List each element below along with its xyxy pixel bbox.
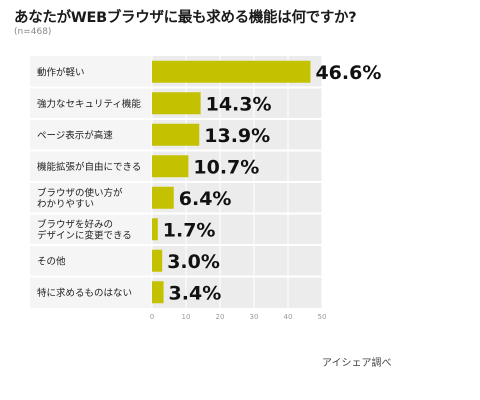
value-label: 14.3% (206, 93, 272, 115)
chart-subtitle: (n=468) (14, 27, 52, 37)
category-label: 強力なセキュリティ機能 (37, 98, 141, 110)
value-label: 46.6% (315, 62, 381, 84)
x-tick-label: 50 (318, 313, 327, 321)
bar (152, 92, 201, 115)
source-note: アイシェア調べ (322, 358, 392, 369)
x-tick-label: 10 (182, 313, 191, 321)
bar (152, 155, 189, 178)
category-label: 機能拡張が自由にできる (37, 161, 141, 173)
category-label: わかりやすい (37, 199, 94, 210)
category-label: 特に求めるものはない (37, 287, 132, 299)
bar (152, 186, 174, 209)
chart-title: あなたがWEBブラウザに最も求める機能は何ですか? (14, 10, 357, 26)
value-label: 3.4% (169, 282, 222, 304)
bar (152, 123, 200, 146)
x-tick-label: 0 (150, 313, 154, 321)
x-tick-label: 20 (216, 313, 225, 321)
value-label: 13.9% (204, 125, 270, 147)
category-label: その他 (37, 255, 66, 267)
category-label: デザインに変更できる (37, 229, 132, 241)
bar (152, 249, 163, 272)
x-tick-label: 40 (284, 313, 293, 321)
x-tick-label: 30 (250, 313, 259, 321)
bar (152, 218, 158, 241)
value-label: 1.7% (163, 219, 216, 241)
category-label: 動作が軽い (37, 66, 85, 78)
category-label: ページ表示が高速 (37, 129, 113, 141)
category-label: ブラウザを好みの (37, 218, 113, 230)
bar (152, 281, 164, 304)
value-label: 6.4% (179, 188, 232, 210)
value-label: 3.0% (167, 251, 220, 273)
value-label: 10.7% (193, 156, 259, 178)
bar (152, 60, 311, 83)
category-label: ブラウザの使い方が (37, 187, 123, 199)
